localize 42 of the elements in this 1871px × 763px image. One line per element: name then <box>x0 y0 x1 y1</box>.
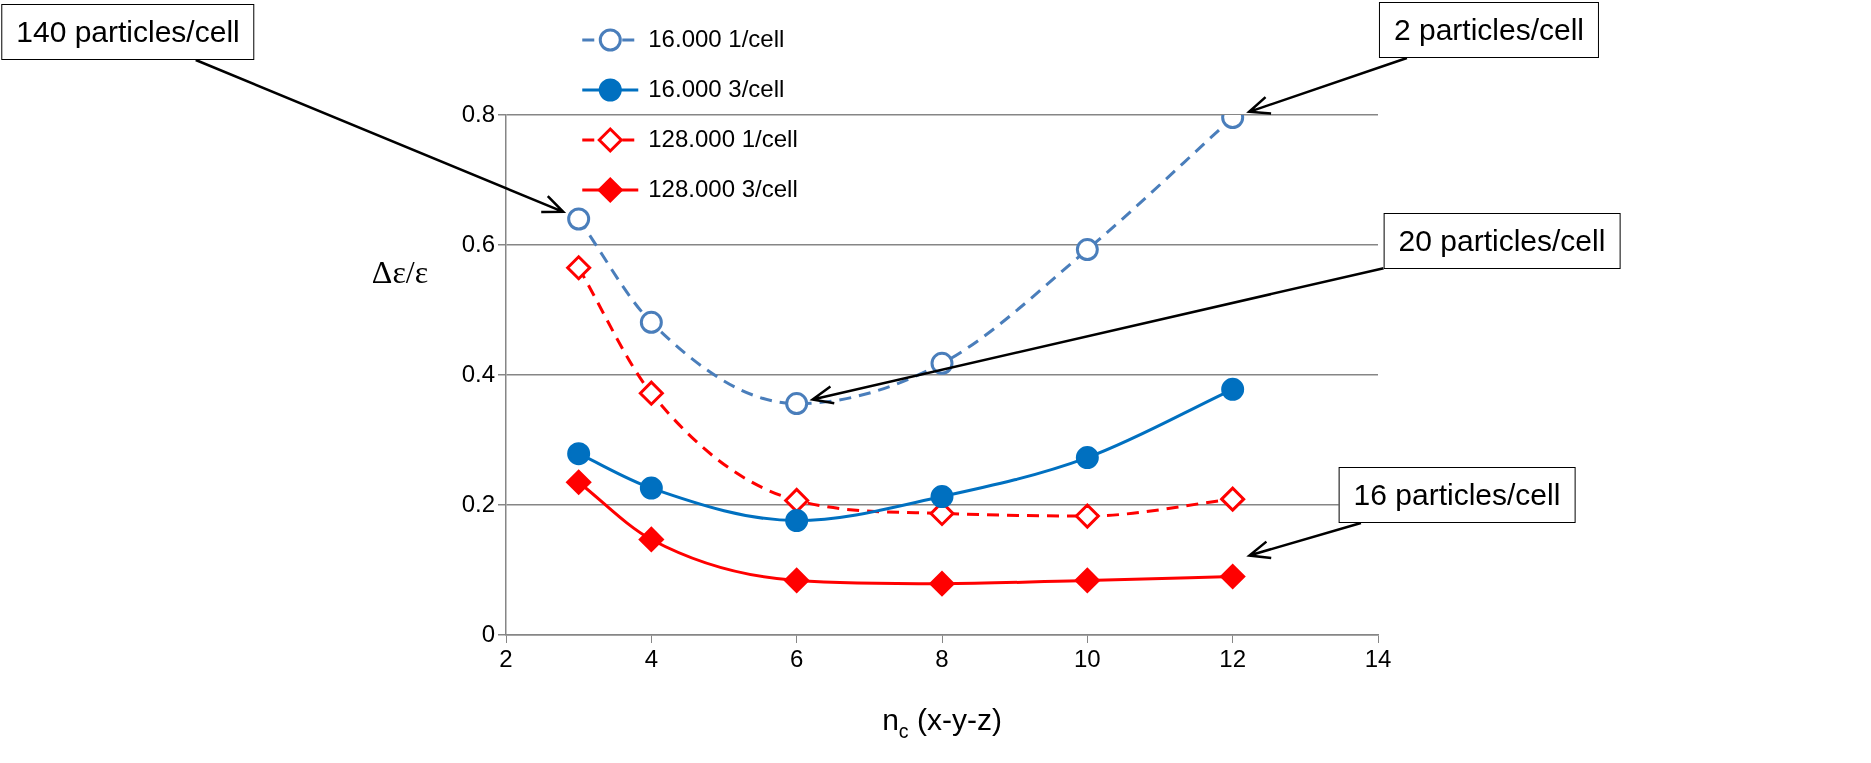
point <box>638 526 664 552</box>
point <box>639 310 663 334</box>
x-tick-label: 8 <box>935 645 949 673</box>
point <box>638 380 664 406</box>
text: 140 particles/cell <box>1 4 255 60</box>
point <box>1074 567 1100 593</box>
point <box>1074 503 1100 529</box>
legend-label: 16.000 3/cell <box>648 74 785 102</box>
x-tick-label: 10 <box>1073 645 1101 673</box>
point <box>567 207 591 231</box>
point <box>566 255 592 281</box>
x-tick-label: 14 <box>1364 645 1392 673</box>
point <box>785 392 809 416</box>
legend-label: 16.000 1/cell <box>648 24 785 52</box>
point <box>1221 377 1245 401</box>
point <box>930 485 954 509</box>
y-tick-label: 0.4 <box>461 359 495 387</box>
point <box>784 567 810 593</box>
point <box>1220 564 1246 589</box>
legend-label: 128.000 3/cell <box>648 174 798 202</box>
y-tick-label: 0.8 <box>461 99 495 127</box>
y-tick-label: 0.2 <box>461 489 495 517</box>
point <box>566 469 592 495</box>
y-tick-label: 0.6 <box>461 229 495 257</box>
point <box>639 476 663 500</box>
point <box>1075 238 1099 262</box>
x-tick-label: 2 <box>499 645 513 673</box>
point <box>567 442 591 466</box>
point <box>1220 486 1246 512</box>
annotation: 16 particles/cell <box>1338 467 1576 523</box>
y-tick-label: 0 <box>481 619 495 647</box>
x-tick-label: 12 <box>1219 645 1247 673</box>
text: 20 particles/cell <box>1383 213 1621 269</box>
legend-label: 128.000 1/cell <box>648 124 798 152</box>
point <box>784 487 810 513</box>
x-tick-label: 4 <box>644 645 659 673</box>
y-axis-title: Δε/ε <box>371 254 429 291</box>
point <box>1075 446 1099 470</box>
text: 2 particles/cell <box>1378 2 1600 58</box>
point <box>929 571 955 597</box>
point <box>785 509 809 533</box>
x-tick-label: 6 <box>789 645 804 673</box>
